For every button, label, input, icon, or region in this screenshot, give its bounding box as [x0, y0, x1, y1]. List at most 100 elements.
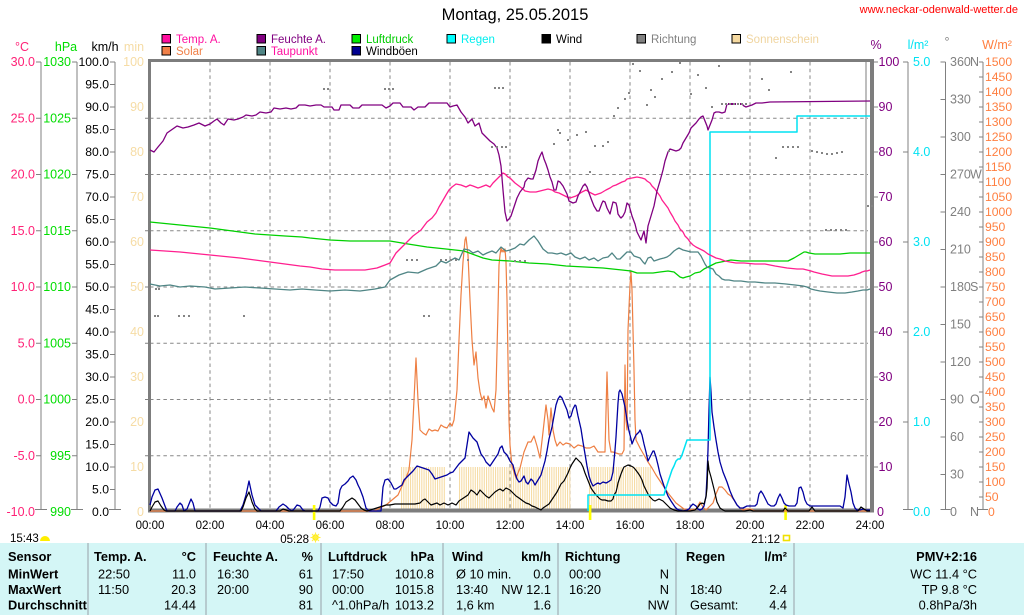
- svg-text:Sensor: Sensor: [8, 549, 51, 564]
- svg-text:700: 700: [985, 295, 1006, 309]
- svg-text:30.0: 30.0: [85, 370, 109, 384]
- svg-text:1050: 1050: [985, 190, 1012, 204]
- svg-text:16:20: 16:20: [569, 582, 601, 597]
- svg-text:O: O: [970, 393, 980, 407]
- svg-text:°C: °C: [15, 40, 29, 54]
- svg-text:hPa: hPa: [411, 549, 435, 564]
- svg-text:18:40: 18:40: [690, 582, 722, 597]
- svg-text:60.0: 60.0: [85, 235, 109, 249]
- svg-text:^1.0hPa/h: ^1.0hPa/h: [332, 598, 389, 613]
- svg-text:1000: 1000: [43, 393, 71, 407]
- svg-text:NW: NW: [648, 598, 670, 613]
- svg-text:12:00: 12:00: [496, 520, 525, 532]
- svg-text:0: 0: [137, 505, 144, 519]
- svg-text:Ø 10 min.: Ø 10 min.: [456, 567, 511, 582]
- svg-text:Wind: Wind: [556, 34, 582, 46]
- svg-text:MaxWert: MaxWert: [8, 582, 62, 597]
- svg-text:100: 100: [985, 475, 1006, 489]
- svg-text:70.0: 70.0: [85, 190, 109, 204]
- svg-text:0: 0: [950, 505, 957, 519]
- svg-text:18:00: 18:00: [676, 520, 705, 532]
- svg-text:180: 180: [950, 280, 971, 294]
- svg-text:13:40: 13:40: [456, 582, 488, 597]
- svg-text:-5.0: -5.0: [13, 449, 35, 463]
- svg-text:350: 350: [985, 400, 1006, 414]
- svg-text:850: 850: [985, 250, 1006, 264]
- svg-text:1015: 1015: [43, 224, 71, 238]
- svg-text:61: 61: [299, 567, 313, 582]
- svg-text:20.3: 20.3: [171, 582, 196, 597]
- svg-text:00:00: 00:00: [136, 520, 165, 532]
- svg-text:Durchschnitt: Durchschnitt: [8, 598, 88, 613]
- svg-text:30: 30: [130, 370, 144, 384]
- svg-text:60: 60: [950, 430, 964, 444]
- svg-text:km/h: km/h: [521, 549, 551, 564]
- svg-text:°: °: [945, 35, 950, 49]
- svg-text:Solar: Solar: [176, 46, 203, 58]
- svg-text:1250: 1250: [985, 130, 1012, 144]
- svg-text:11.0: 11.0: [172, 567, 196, 582]
- svg-text:16:00: 16:00: [616, 520, 645, 532]
- svg-text:1.0: 1.0: [913, 415, 930, 429]
- svg-text:1010.8: 1010.8: [395, 567, 434, 582]
- svg-text:15.0: 15.0: [85, 438, 109, 452]
- svg-text:14.44: 14.44: [164, 598, 196, 613]
- svg-text:22:50: 22:50: [98, 567, 130, 582]
- svg-text:W/m²: W/m²: [982, 38, 1012, 52]
- svg-text:TP 9.8 °C: TP 9.8 °C: [922, 582, 977, 597]
- svg-text:300: 300: [950, 130, 971, 144]
- svg-text:l/m²: l/m²: [764, 549, 787, 564]
- svg-text:1100: 1100: [985, 175, 1011, 189]
- svg-text:1030: 1030: [43, 55, 71, 69]
- svg-text:150: 150: [950, 318, 971, 332]
- svg-text:90.0: 90.0: [85, 100, 109, 114]
- svg-text:Temp. A.: Temp. A.: [94, 549, 147, 564]
- svg-text:150: 150: [985, 460, 1006, 474]
- svg-text:Wind: Wind: [452, 549, 483, 564]
- svg-text:WC 11.4 °C: WC 11.4 °C: [910, 567, 977, 582]
- svg-text:%: %: [870, 38, 881, 52]
- svg-text:80.0: 80.0: [85, 145, 109, 159]
- svg-text:15:43: 15:43: [10, 533, 39, 545]
- svg-text:Temp. A.: Temp. A.: [176, 34, 221, 46]
- svg-text:4.4: 4.4: [769, 598, 787, 613]
- svg-text:75.0: 75.0: [85, 168, 109, 182]
- svg-text:200: 200: [985, 445, 1006, 459]
- svg-text:hPa: hPa: [55, 40, 77, 54]
- svg-text:S: S: [970, 280, 978, 294]
- svg-text:35.0: 35.0: [85, 348, 109, 362]
- svg-text:5.0: 5.0: [913, 55, 930, 69]
- svg-text:km/h: km/h: [91, 40, 118, 54]
- svg-text:00:00: 00:00: [569, 567, 601, 582]
- svg-text:-10.0: -10.0: [7, 505, 36, 519]
- svg-text:25.0: 25.0: [85, 393, 109, 407]
- svg-text:Richtung: Richtung: [651, 34, 696, 46]
- svg-text:Feuchte A.: Feuchte A.: [213, 549, 278, 564]
- svg-text:20.0: 20.0: [11, 168, 35, 182]
- svg-text:min: min: [124, 40, 144, 54]
- svg-text:20:00: 20:00: [736, 520, 765, 532]
- svg-text:450: 450: [985, 370, 1006, 384]
- svg-text:85.0: 85.0: [85, 123, 109, 137]
- svg-text:600: 600: [985, 325, 1006, 339]
- svg-text:550: 550: [985, 340, 1006, 354]
- svg-text:10: 10: [879, 460, 893, 474]
- svg-text:1013.2: 1013.2: [395, 598, 434, 613]
- svg-text:650: 650: [985, 310, 1006, 324]
- svg-text:300: 300: [985, 415, 1006, 429]
- svg-text:Regen: Regen: [686, 549, 725, 564]
- svg-text:950: 950: [985, 220, 1006, 234]
- svg-text:995: 995: [50, 449, 71, 463]
- svg-text:990: 990: [50, 505, 71, 519]
- svg-text:0: 0: [877, 505, 884, 519]
- svg-text:04:00: 04:00: [256, 520, 285, 532]
- svg-text:750: 750: [985, 280, 1006, 294]
- svg-text:800: 800: [985, 265, 1006, 279]
- svg-text:60: 60: [879, 235, 893, 249]
- svg-text:10:00: 10:00: [436, 520, 465, 532]
- svg-text:240: 240: [950, 205, 971, 219]
- svg-text:2.0: 2.0: [913, 325, 930, 339]
- svg-text:Gesamt:: Gesamt:: [690, 598, 738, 613]
- svg-text:0.0: 0.0: [92, 505, 109, 519]
- svg-text:0.0: 0.0: [913, 505, 930, 519]
